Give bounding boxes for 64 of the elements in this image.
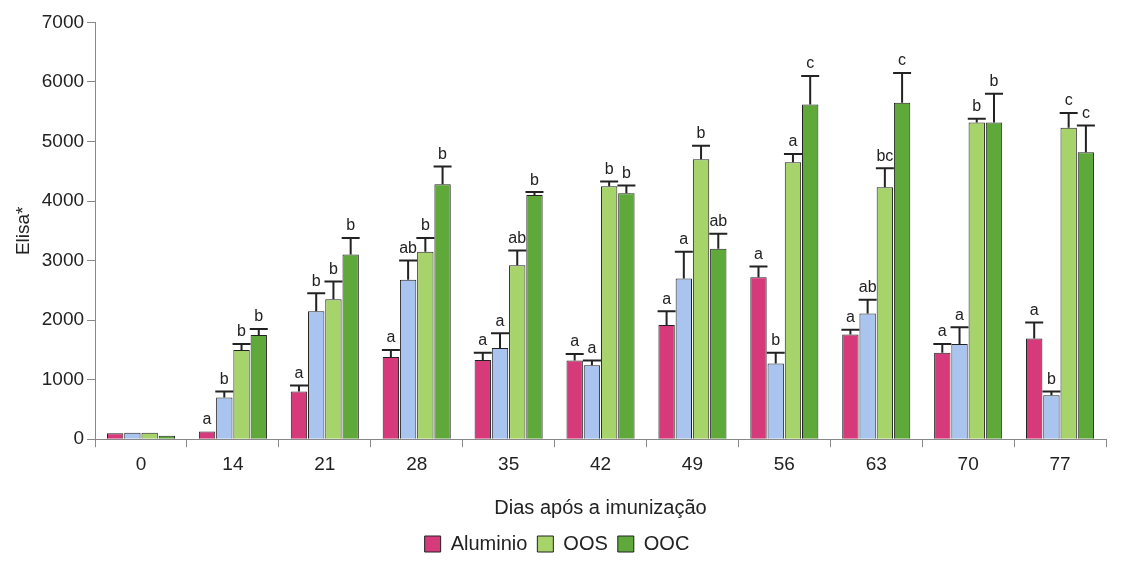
- x-tick-label: 42: [589, 452, 612, 474]
- x-tick-label: 70: [957, 452, 979, 474]
- data-label: b: [696, 124, 706, 142]
- data-label: b: [438, 144, 448, 162]
- data-label: a: [478, 331, 488, 349]
- data-label: b: [328, 259, 338, 277]
- legend-label: OOC: [643, 531, 690, 554]
- data-label: a: [202, 409, 212, 427]
- data-label: ab: [858, 278, 877, 296]
- data-label: c: [1081, 103, 1090, 121]
- data-label: a: [1029, 300, 1039, 318]
- data-label: bc: [876, 146, 894, 164]
- data-label: c: [1064, 91, 1073, 109]
- x-tick-label: 49: [681, 452, 704, 474]
- data-label: b: [346, 216, 356, 234]
- x-tick-label: 21: [314, 452, 336, 474]
- data-label: c: [806, 54, 815, 72]
- y-tick-label: 7000: [41, 10, 85, 32]
- data-label: b: [972, 97, 982, 115]
- data-label: a: [386, 328, 396, 346]
- data-label: a: [294, 364, 304, 382]
- data-label: b: [771, 331, 781, 349]
- data-label: a: [754, 244, 764, 262]
- data-label: a: [955, 305, 965, 323]
- data-label: b: [530, 170, 540, 188]
- data-label: a: [845, 308, 855, 326]
- y-tick-label: 0: [73, 427, 85, 449]
- y-tick-label: 3000: [41, 248, 85, 270]
- data-label: b: [1046, 369, 1056, 387]
- y-tick-label: 5000: [41, 129, 85, 151]
- x-tick-label: 0: [135, 452, 147, 474]
- data-label: a: [788, 132, 798, 150]
- data-label: b: [420, 216, 430, 234]
- y-tick-label: 4000: [41, 189, 85, 211]
- data-label: ab: [508, 228, 527, 246]
- data-label: b: [621, 163, 631, 181]
- data-label: a: [662, 289, 672, 307]
- x-tick-label: 28: [406, 452, 428, 474]
- y-tick-label: 6000: [41, 70, 85, 92]
- x-tick-label: 77: [1049, 452, 1071, 474]
- data-label: ab: [399, 238, 418, 256]
- data-label: b: [604, 159, 614, 177]
- y-tick-label: 2000: [41, 308, 85, 330]
- data-label: a: [495, 311, 505, 329]
- x-axis-title: Dias após a imunização: [494, 495, 707, 518]
- data-label: b: [237, 322, 247, 340]
- y-tick-label: 1000: [41, 367, 85, 389]
- data-label: a: [570, 332, 580, 350]
- x-tick-label: 63: [865, 452, 887, 474]
- data-label: b: [989, 72, 999, 90]
- x-tick-label: 35: [498, 452, 520, 474]
- legend-label: Aluminio: [450, 531, 528, 554]
- data-label: b: [254, 307, 264, 325]
- data-label: ab: [709, 212, 728, 230]
- y-axis-title: Elisa*: [11, 205, 33, 256]
- data-label: a: [587, 339, 597, 357]
- data-label: a: [679, 230, 689, 248]
- data-label: a: [937, 322, 947, 340]
- data-label: c: [898, 51, 907, 69]
- legend-label: OOS: [563, 531, 608, 554]
- data-label: b: [311, 271, 321, 289]
- x-tick-label: 14: [222, 452, 244, 474]
- data-label: b: [219, 369, 229, 387]
- x-tick-label: 56: [773, 452, 795, 474]
